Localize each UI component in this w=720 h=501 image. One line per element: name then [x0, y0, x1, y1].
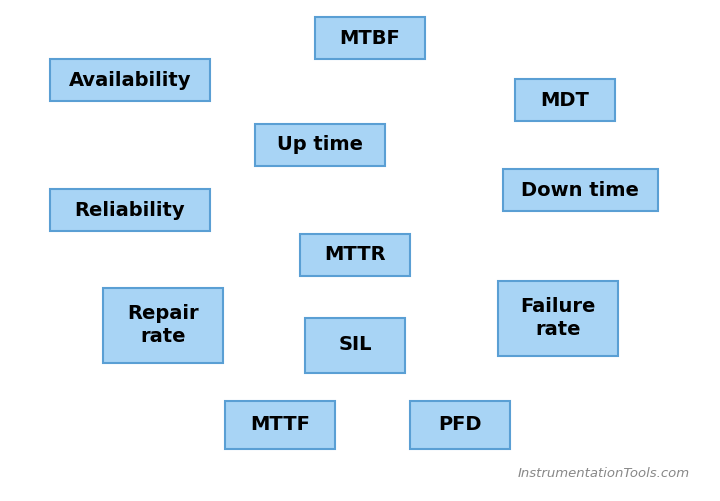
Text: SIL: SIL [338, 336, 372, 355]
FancyBboxPatch shape [503, 169, 657, 211]
Text: Repair
rate: Repair rate [127, 304, 199, 346]
FancyBboxPatch shape [225, 401, 335, 449]
Text: PFD: PFD [438, 415, 482, 434]
Text: InstrumentationTools.com: InstrumentationTools.com [518, 467, 690, 480]
FancyBboxPatch shape [315, 17, 425, 59]
FancyBboxPatch shape [498, 281, 618, 356]
FancyBboxPatch shape [410, 401, 510, 449]
FancyBboxPatch shape [50, 59, 210, 101]
Text: MDT: MDT [541, 91, 590, 110]
FancyBboxPatch shape [255, 124, 385, 166]
Text: MTBF: MTBF [340, 29, 400, 48]
FancyBboxPatch shape [515, 79, 615, 121]
FancyBboxPatch shape [50, 189, 210, 231]
FancyBboxPatch shape [305, 318, 405, 373]
FancyBboxPatch shape [103, 288, 223, 363]
Text: MTTR: MTTR [324, 245, 386, 265]
Text: MTTF: MTTF [250, 415, 310, 434]
Text: Availability: Availability [68, 71, 192, 90]
Text: Up time: Up time [277, 135, 363, 154]
FancyBboxPatch shape [300, 234, 410, 276]
Text: Reliability: Reliability [75, 200, 185, 219]
Text: Failure
rate: Failure rate [521, 297, 595, 339]
Text: Down time: Down time [521, 180, 639, 199]
